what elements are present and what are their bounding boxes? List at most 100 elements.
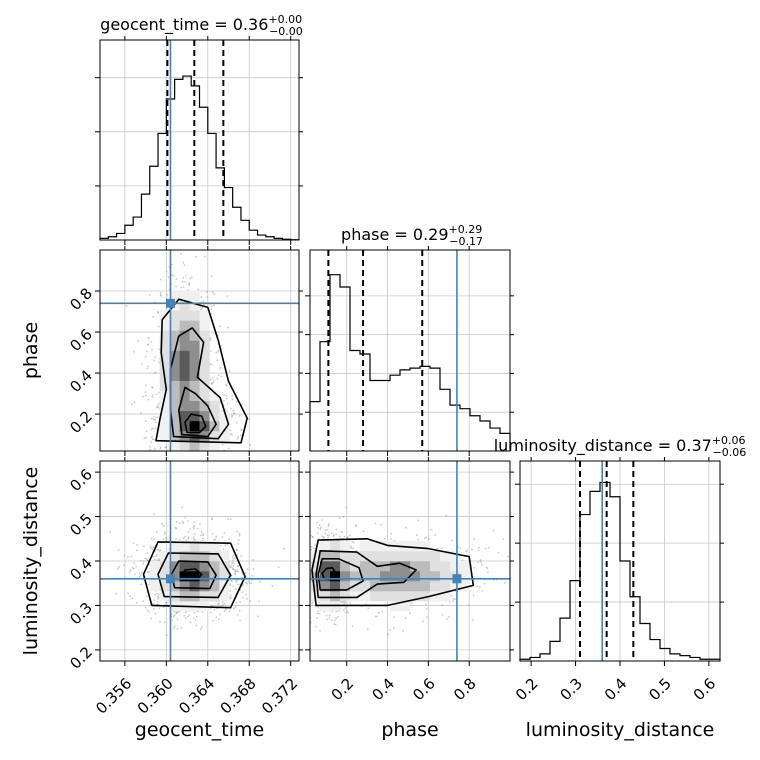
density-cell [209,591,220,602]
density-cell [360,581,371,592]
scatter-point [346,536,349,538]
scatter-point [139,574,142,577]
scatter-point [142,562,145,565]
scatter-point [163,531,166,534]
scatter-point [194,619,197,621]
scatter-point [154,427,157,430]
scatter-point [157,596,160,599]
scatter-point [151,393,154,396]
density-cell [400,581,411,592]
density-cell [179,320,190,331]
scatter-point [248,581,251,584]
scatter-point [497,551,500,554]
y-tick-label-luminosity_distance: 0.2 [66,643,96,673]
scatter-point [167,276,170,278]
density-cell [159,340,170,351]
scatter-point [178,538,181,541]
scatter-point [144,391,147,393]
x-tick-label-phase: 0.6 [409,674,439,704]
density-cell [390,571,401,582]
scatter-point [335,528,338,531]
scatter-point [236,579,238,582]
scatter-point [459,547,462,550]
scatter-point [476,585,479,588]
x-tick-label-geocent_time: 0.372 [258,674,301,717]
scatter-point [194,538,197,541]
scatter-point [235,570,237,573]
density-cell [430,591,441,602]
scatter-point [116,568,119,570]
scatter-point [156,592,158,595]
scatter-point [425,616,428,619]
scatter-point [314,605,317,608]
scatter-point [200,626,203,629]
scatter-point [147,583,150,586]
scatter-point [213,293,216,295]
scatter-point [425,536,427,539]
density-cell [179,330,190,341]
density-cell [149,581,160,592]
density-cell [320,551,331,562]
scatter-point [220,544,222,547]
scatter-point [441,614,444,616]
scatter-point [130,403,133,406]
scatter-point [229,579,232,582]
density-cell [179,290,190,301]
scatter-point [473,538,476,541]
scatter-point [151,548,154,551]
scatter-point [146,552,149,554]
scatter-point [451,539,454,542]
scatter-point [165,293,168,296]
density-cell [179,561,190,572]
scatter-point [132,568,135,570]
density-cell [440,551,451,562]
scatter-point [127,592,129,595]
scatter-point [146,609,149,612]
panel-frame [99,39,300,241]
scatter-point [185,275,187,277]
scatter-point [221,443,224,446]
contour-line [311,538,475,607]
scatter-point [197,288,199,291]
scatter-point [145,430,148,432]
scatter-point [404,617,407,619]
truth-marker [165,298,175,308]
scatter-point [390,532,393,535]
histogram-step-line [309,274,511,451]
density-cell [340,571,351,582]
scatter-point [187,537,190,540]
scatter-point [216,602,219,605]
scatter-point [244,572,247,574]
scatter-point [153,418,156,421]
density-cell [189,551,200,562]
scatter-point [210,275,213,278]
scatter-point [241,596,244,599]
x-tick-label-geocent_time: 0.368 [217,674,260,717]
contour-line [317,558,364,591]
density-cell [380,591,391,602]
scatter-point [199,628,202,631]
scatter-point [317,532,320,535]
scatter-point [214,538,216,541]
scatter-point [178,521,181,524]
scatter-point [484,547,487,550]
scatter-point [316,612,319,615]
scatter-point [311,602,313,605]
scatter-point [502,538,504,540]
scatter-point [239,619,242,622]
scatter-point [226,397,228,400]
scatter-point [492,529,495,532]
density-cell [179,571,190,582]
scatter-point [155,531,158,533]
scatter-point [239,434,242,437]
scatter-point [156,549,159,551]
scatter-point [151,435,153,438]
x-tick-label-luminosity_distance: 0.5 [645,674,675,704]
scatter-point [140,411,142,414]
density-cell [370,571,381,582]
density-cell [450,551,461,562]
scatter-point [480,561,483,563]
scatter-point [310,545,313,548]
density-cell [159,581,170,592]
scatter-point [182,522,185,525]
